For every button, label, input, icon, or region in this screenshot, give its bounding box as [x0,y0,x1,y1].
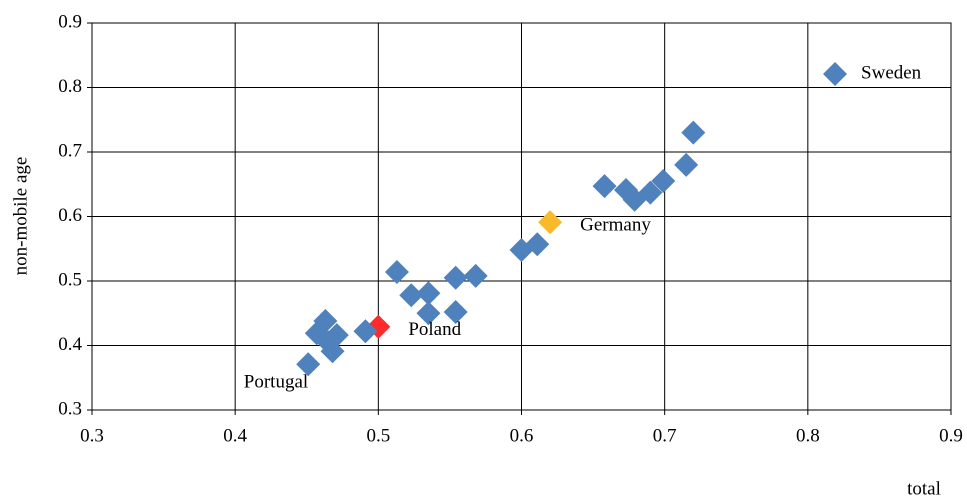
y-tick-label: 0.8 [58,76,82,97]
point [823,61,848,86]
point [509,238,534,263]
point [416,301,441,326]
x-tick-label: 0.8 [796,425,820,446]
x-tick-label: 0.5 [366,425,390,446]
point [316,330,341,355]
point [443,265,468,290]
y-tick-label: 0.6 [58,205,82,226]
y-tick-label: 0.5 [58,269,82,290]
point [651,169,676,194]
point-label: Portugal [244,372,308,393]
point [592,174,617,199]
x-tick-label: 0.6 [510,425,534,446]
point [538,210,563,235]
point-label: Poland [408,319,461,340]
point-label: Sweden [861,62,922,83]
point [296,352,321,377]
y-tick-label: 0.4 [58,334,82,355]
point [681,120,706,145]
point [614,178,639,203]
y-tick-label: 0.7 [58,140,82,161]
x-tick-label: 0.4 [223,425,247,446]
point [443,299,468,324]
x-axis-label: total [907,478,941,499]
y-axis-label: non-mobile age [10,157,31,276]
point [463,263,488,288]
y-tick-label: 0.9 [58,11,82,32]
y-tick-label: 0.3 [58,398,82,419]
x-tick-label: 0.9 [939,425,963,446]
point [674,152,699,177]
x-tick-label: 0.3 [80,425,104,446]
point [384,259,409,284]
point-label: Germany [580,215,651,236]
x-tick-label: 0.7 [653,425,677,446]
point [399,283,424,308]
point [353,319,378,344]
point [416,281,441,306]
